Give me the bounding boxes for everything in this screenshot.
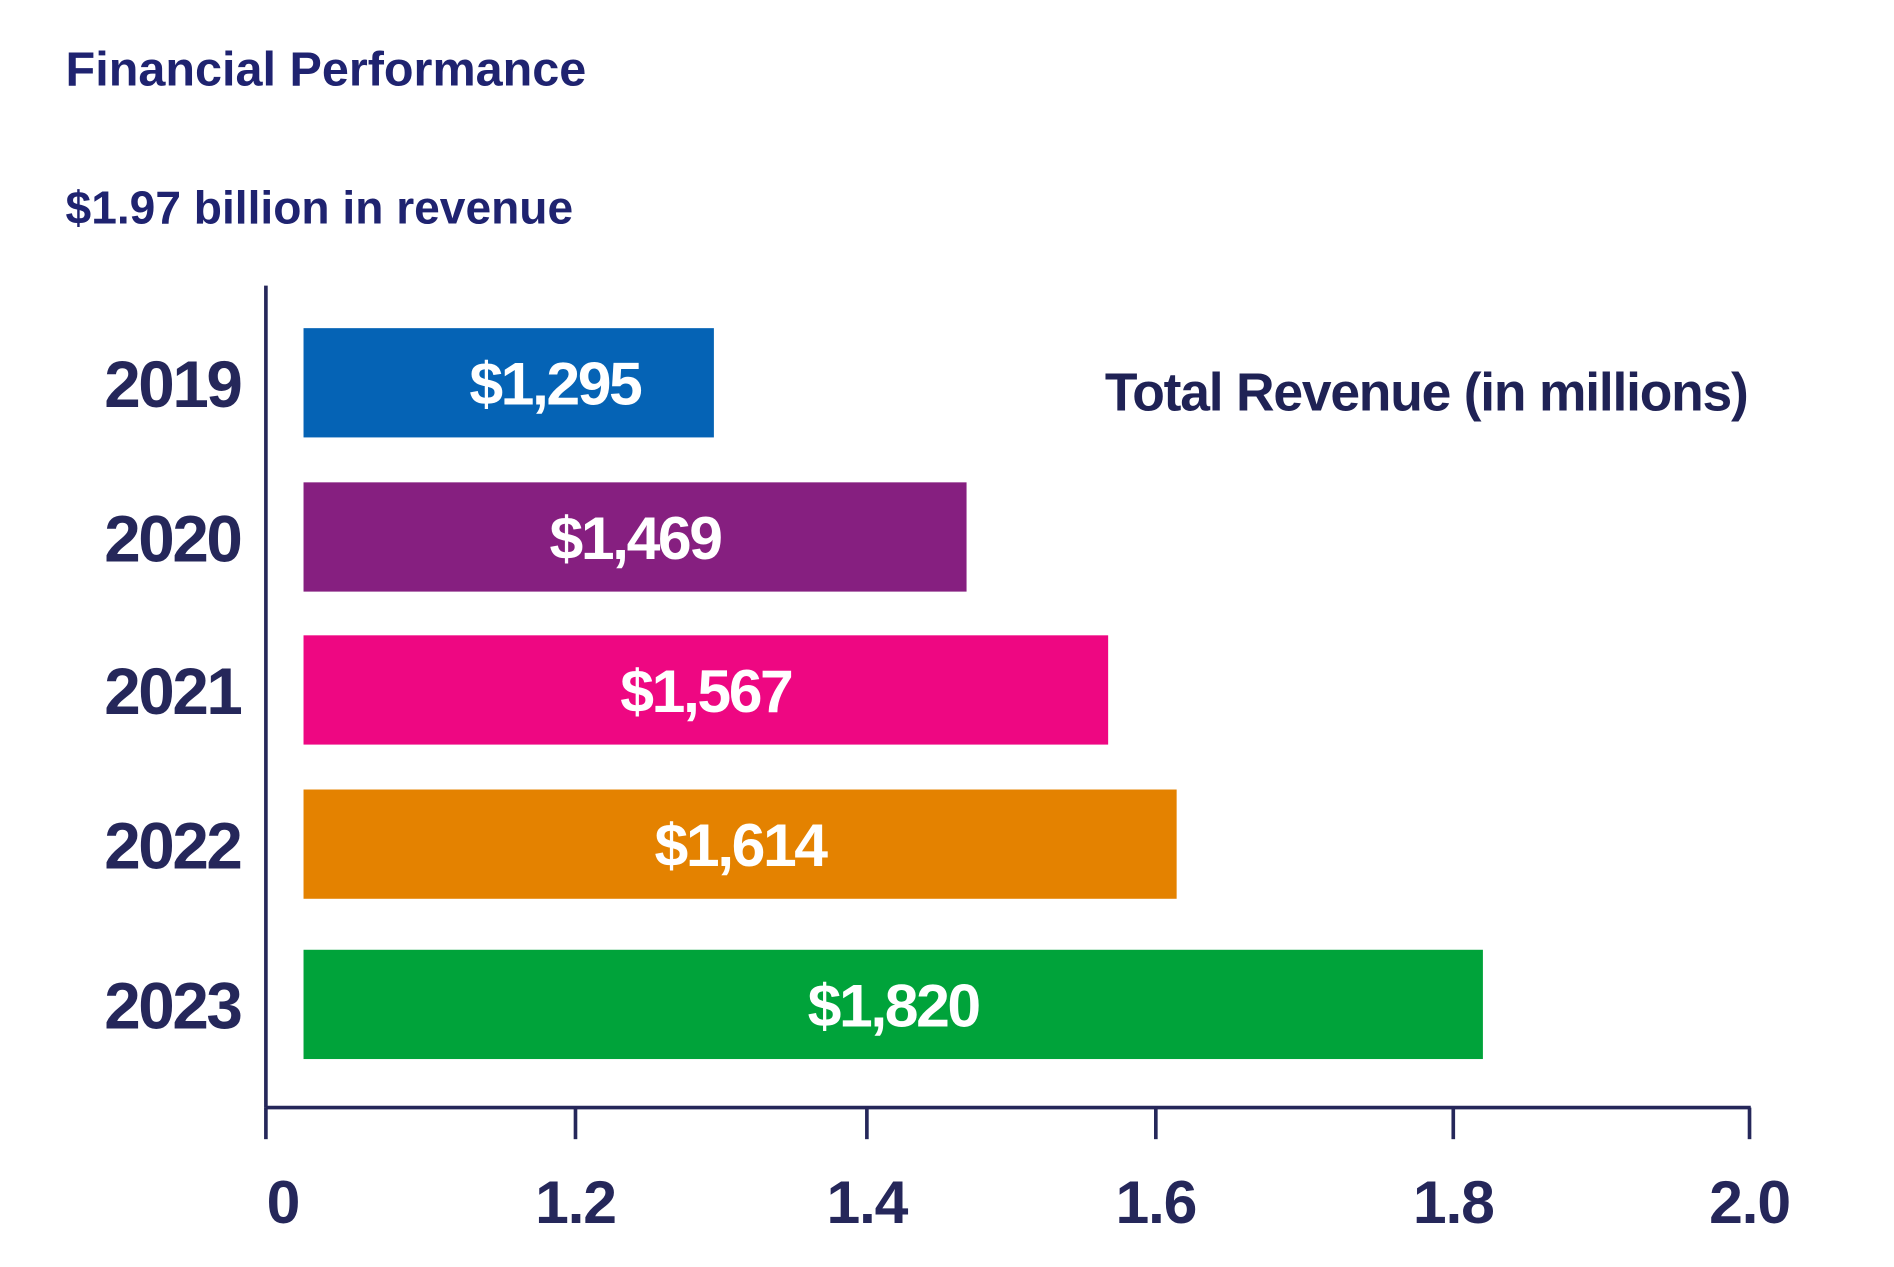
x-tick-label: 1.2 bbox=[535, 1168, 616, 1236]
y-tick-label: 2019 bbox=[104, 348, 241, 421]
bar-value-label: $1,820 bbox=[808, 971, 980, 1039]
chart-title: Financial Performance bbox=[66, 42, 587, 96]
x-tick-label: 0 bbox=[267, 1168, 300, 1236]
bar-value-label: $1,295 bbox=[469, 350, 642, 418]
bar-2020 bbox=[303, 482, 967, 592]
bar-value-label: $1,614 bbox=[655, 811, 829, 879]
x-tick-label: 2.0 bbox=[1709, 1168, 1790, 1236]
y-tick-label: 2022 bbox=[104, 809, 240, 882]
chart-subtitle: $1.97 billion in revenue bbox=[66, 182, 574, 234]
y-tick-label: 2023 bbox=[104, 970, 241, 1043]
bar-2021 bbox=[303, 635, 1109, 745]
bar-2022 bbox=[303, 789, 1177, 899]
bar-value-label: $1,469 bbox=[550, 504, 722, 572]
x-tick-label: 1.8 bbox=[1413, 1168, 1494, 1236]
x-tick-label: 1.6 bbox=[1115, 1168, 1196, 1236]
bar-value-label: $1,567 bbox=[620, 657, 792, 725]
y-tick-label: 2020 bbox=[104, 502, 240, 575]
legend-label: Total Revenue (in millions) bbox=[1105, 364, 1748, 423]
bar-2019 bbox=[303, 328, 714, 438]
bar-2023 bbox=[303, 949, 1483, 1060]
y-tick-label: 2021 bbox=[104, 655, 241, 728]
x-tick-label: 1.4 bbox=[827, 1168, 909, 1236]
